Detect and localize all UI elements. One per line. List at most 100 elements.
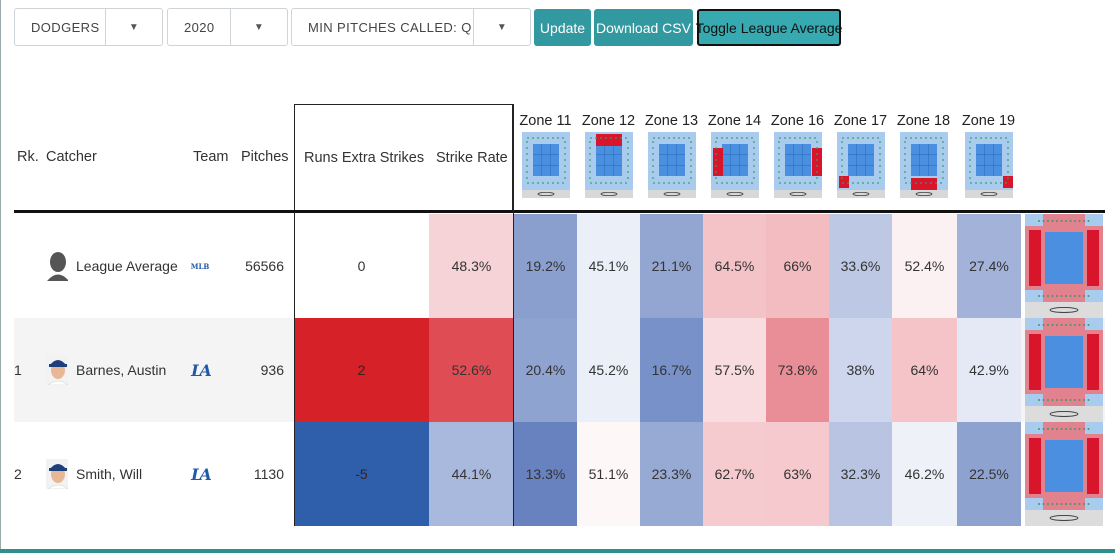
download-csv-button[interactable]: Download CSV xyxy=(594,9,693,46)
zone-value-cell: 63% xyxy=(766,422,829,526)
zone-value-cell: 23.3% xyxy=(640,422,703,526)
zone-value-cell-text: 64.5% xyxy=(714,258,755,274)
zone-column-header[interactable]: Zone 16 xyxy=(766,113,829,198)
table-row[interactable]: League Average MLB 56566 0 48.3% 19.2% 45.1% 21… xyxy=(14,214,1105,318)
zone-value-cell: 45.2% xyxy=(577,318,640,422)
catcher-zone-map-icon xyxy=(1025,422,1103,526)
strike-rate-cell: 52.6% xyxy=(429,318,514,422)
year-select-value: 2020 xyxy=(184,19,215,35)
runs-extra-strikes-cell: 2 xyxy=(294,318,429,422)
zone-header-label: Zone 16 xyxy=(770,113,825,129)
toggle-league-average-button[interactable]: Toggle League Average xyxy=(696,9,842,46)
strike-zone-icon xyxy=(710,132,759,198)
zone-value-cell-text: 45.2% xyxy=(588,362,629,378)
zone-column-header[interactable]: Zone 13 xyxy=(640,113,703,198)
pitches-cell-text: 936 xyxy=(260,362,284,378)
zone-value-cell: 46.2% xyxy=(892,422,957,526)
strike-zone-icon xyxy=(647,132,696,198)
zone-value-cell: 66% xyxy=(766,214,829,318)
zone-value-cell-text: 51.1% xyxy=(588,466,629,482)
pitches-cell: 936 xyxy=(214,318,284,422)
min-pitches-select-value: MIN PITCHES CALLED: Q xyxy=(308,19,472,35)
catcher-name-cell[interactable]: Smith, Will xyxy=(76,422,196,526)
zone-value-cell-text: 45.1% xyxy=(588,258,629,274)
zone-value-cell-text: 32.3% xyxy=(840,466,881,482)
zone-column-header[interactable]: Zone 17 xyxy=(829,113,892,198)
header-divider xyxy=(14,210,1105,213)
update-button[interactable]: Update xyxy=(534,9,591,46)
strike-zone-icon xyxy=(899,132,948,198)
zone-value-cell-text: 22.5% xyxy=(969,466,1009,482)
catcher-name-cell-text: Barnes, Austin xyxy=(76,362,167,378)
zone-column-header[interactable]: Zone 18 xyxy=(892,113,955,198)
pitches-cell-text: 56566 xyxy=(245,258,284,274)
zone-value-cell-text: 21.1% xyxy=(651,258,692,274)
pitches-cell: 56566 xyxy=(214,214,284,318)
team-header[interactable]: Team xyxy=(193,149,229,165)
zone-value-cell-text: 27.4% xyxy=(969,258,1009,274)
left-column-border xyxy=(294,212,295,526)
zone-value-cell-text: 73.8% xyxy=(777,362,818,378)
zone-value-cell: 20.4% xyxy=(514,318,577,422)
zone-header-label: Zone 18 xyxy=(896,113,951,129)
zone-column-header[interactable]: Zone 14 xyxy=(703,113,766,198)
table-row[interactable]: 1 Barnes, Austin LA 936 2 52.6% 20.4% 45.2% 16.7… xyxy=(14,318,1105,422)
zone-value-cell: 19.2% xyxy=(514,214,577,318)
catcher-name-cell[interactable]: Barnes, Austin xyxy=(76,318,196,422)
team-select-value: DODGERS xyxy=(31,19,100,35)
team-select[interactable]: DODGERS ▼ xyxy=(14,8,163,46)
zone-column-header[interactable]: Zone 12 xyxy=(577,113,640,198)
zone-value-cell: 64.5% xyxy=(703,214,766,318)
catcher-name-cell-text: League Average xyxy=(76,258,178,274)
strike-zone-icon xyxy=(964,132,1013,198)
strike-rate-header[interactable]: Strike Rate xyxy=(436,150,508,166)
rank-header: Rk. xyxy=(17,149,39,165)
catcher-header[interactable]: Catcher xyxy=(46,149,97,165)
zone-header-label: Zone 19 xyxy=(961,113,1016,129)
zone-column-header[interactable]: Zone 19 xyxy=(957,113,1020,198)
year-select[interactable]: 2020 ▼ xyxy=(167,8,288,46)
zone-value-cell: 45.1% xyxy=(577,214,640,318)
caret-down-icon: ▼ xyxy=(473,9,530,45)
zone-value-cell-text: 46.2% xyxy=(904,466,945,482)
zone-value-cell-text: 13.3% xyxy=(525,466,566,482)
catcher-name-cell[interactable]: League Average xyxy=(76,214,196,318)
zone-value-cell: 64% xyxy=(892,318,957,422)
zone-value-cell-text: 42.9% xyxy=(969,362,1009,378)
zone-value-cell: 62.7% xyxy=(703,422,766,526)
zone-value-cell-text: 57.5% xyxy=(714,362,755,378)
mlb-logo-icon: MLB xyxy=(190,261,210,271)
caret-down-icon: ▼ xyxy=(230,9,287,45)
player-headshot-icon xyxy=(46,459,68,489)
zone-value-cell: 16.7% xyxy=(640,318,703,422)
runs-extra-strikes-cell-text: 2 xyxy=(357,362,366,378)
zone-value-cell: 73.8% xyxy=(766,318,829,422)
strike-rate-cell: 44.1% xyxy=(429,422,514,526)
zone-value-cell: 32.3% xyxy=(829,422,892,526)
rank-cell: 1 xyxy=(14,318,38,422)
strike-zone-icon xyxy=(836,132,885,198)
table-row[interactable]: 2 Smith, Will LA 1130 -5 44.1% 13.3% 51.1% 23.3%… xyxy=(14,422,1105,526)
team-logo-cell: MLB xyxy=(190,214,210,318)
zone-value-cell-text: 62.7% xyxy=(714,466,755,482)
runs-extra-strikes-cell-text: 0 xyxy=(357,258,366,274)
zone-value-cell-text: 16.7% xyxy=(651,362,692,378)
zone-value-cell-text: 19.2% xyxy=(525,258,566,274)
zone-value-cell: 38% xyxy=(829,318,892,422)
silhouette-icon xyxy=(47,252,68,281)
runs-extra-strikes-header[interactable]: Runs Extra Strikes xyxy=(304,150,425,166)
zone-column-header[interactable]: Zone 11 xyxy=(514,113,577,198)
zone-value-cell-text: 64% xyxy=(910,362,939,378)
zone-value-cell: 21.1% xyxy=(640,214,703,318)
rank-cell: 2 xyxy=(14,422,38,526)
zone-header-label: Zone 11 xyxy=(519,113,572,129)
rank-cell-text: 1 xyxy=(14,362,22,378)
min-pitches-select[interactable]: MIN PITCHES CALLED: Q ▼ xyxy=(291,8,531,46)
zone-value-cell: 42.9% xyxy=(957,318,1021,422)
catcher-zone-map-icon xyxy=(1025,318,1103,422)
strike-zone-icon xyxy=(584,132,633,198)
strike-zone-icon xyxy=(773,132,822,198)
catcher-zone-map-icon xyxy=(1025,214,1103,318)
pitches-header[interactable]: Pitches xyxy=(241,149,289,165)
strike-rate-cell-text: 48.3% xyxy=(451,258,492,274)
